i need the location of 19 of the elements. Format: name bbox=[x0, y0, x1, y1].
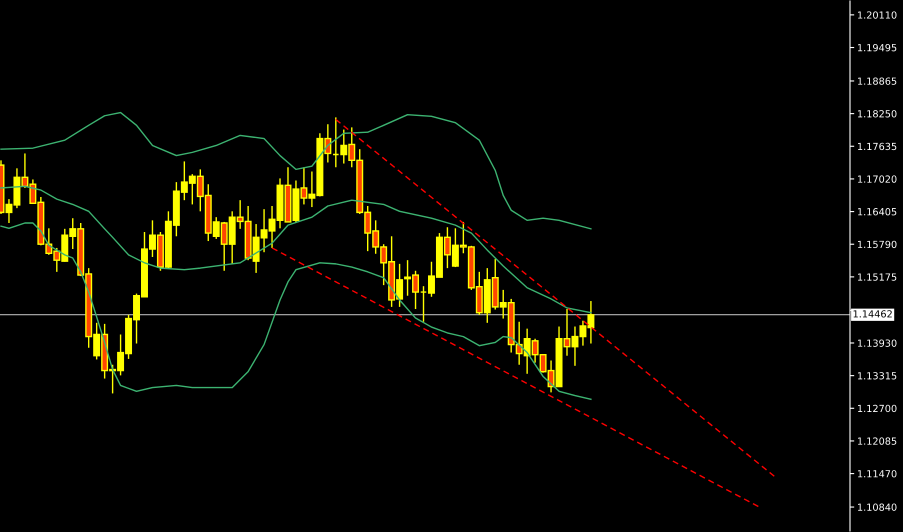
line-series bbox=[0, 222, 592, 400]
y-tick-label: 1.13315 bbox=[858, 372, 896, 380]
y-tick-label: 1.17635 bbox=[858, 142, 896, 150]
ref-line-label: 1.14462 bbox=[854, 310, 892, 318]
y-tick-label: 1.20110 bbox=[858, 11, 897, 19]
y-tick-label: 1.10840 bbox=[858, 504, 897, 511]
y-tick-label: 1.18250 bbox=[858, 110, 897, 118]
y-tick-label: 1.19495 bbox=[858, 44, 896, 52]
y-tick-label: 1.15790 bbox=[858, 240, 897, 248]
candlestick bbox=[332, 116, 340, 168]
y-tick-label: 1.13930 bbox=[858, 339, 897, 347]
y-tick-label: 1.18865 bbox=[858, 77, 896, 85]
y-tick-label: 1.16405 bbox=[858, 208, 896, 216]
y-tick-label: 1.12700 bbox=[858, 404, 897, 412]
y-tick-label: 1.15175 bbox=[858, 273, 896, 281]
y-tick-label: 1.11470 bbox=[858, 470, 897, 478]
line-series bbox=[0, 112, 592, 230]
y-tick-label: 1.17020 bbox=[858, 175, 897, 183]
y-tick-label: 1.12085 bbox=[858, 437, 896, 445]
